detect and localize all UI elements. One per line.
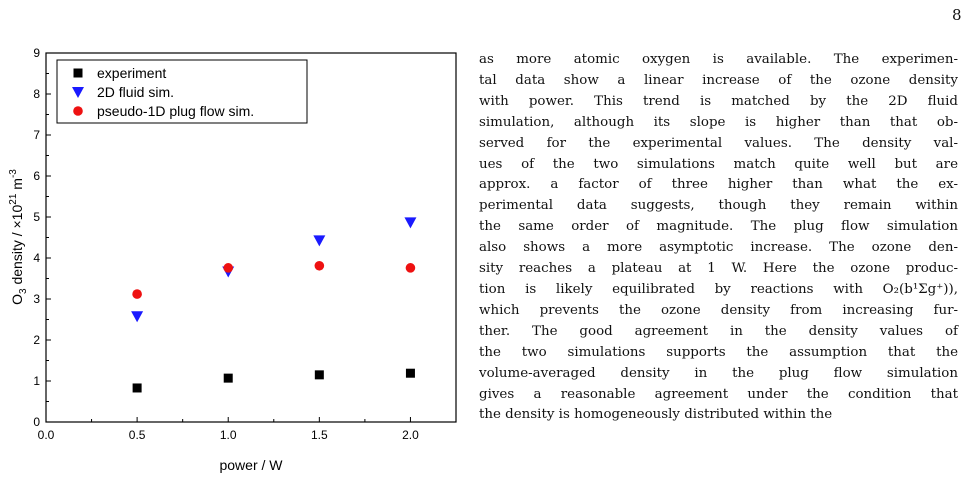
fluid-sim-point	[404, 217, 417, 229]
text-line: the two simulations supports the assumpt…	[479, 344, 958, 360]
y-label-unit: m	[9, 178, 25, 194]
legend-marker	[72, 87, 84, 98]
fluid-sim-point	[313, 235, 326, 247]
x-tick-label: 0.0	[38, 428, 55, 442]
text-line: the density is homogeneously distributed…	[479, 407, 833, 423]
y-tick-label: 2	[33, 333, 40, 347]
y-tick-label: 1	[33, 374, 40, 388]
legend: experiment 2D fluid sim. pseudo-1D plug fl…	[56, 59, 308, 124]
legend-box	[56, 59, 308, 124]
y-label-sup2: -3	[8, 169, 19, 178]
text-line: simulation, although its slope is higher…	[479, 114, 958, 130]
y-tick-label: 0	[33, 415, 40, 429]
text-line: volume-averaged density in the plug flow…	[479, 365, 958, 381]
text-line: sity reaches a plateau at 1 W. Here the …	[479, 261, 958, 277]
text-line: perimental data suggests, though they re…	[479, 198, 958, 214]
page-number: 8	[952, 6, 962, 24]
y-tick-label: 6	[33, 169, 40, 183]
fluid-sim-point	[131, 311, 144, 323]
text-line: tion is likely equilibrated by reactions…	[479, 281, 958, 297]
text-line: ues of the two simulations match quite w…	[479, 156, 958, 172]
y-tick-label: 8	[33, 87, 40, 101]
plug-flow-point	[223, 263, 234, 273]
y-label-mid: density / ×10	[9, 205, 25, 289]
axis-ticks: 0.0 0.5 1.0 1.5 2.0 0 1 2 3 4 5 6 7 8 9	[33, 46, 457, 442]
experiment-point	[132, 383, 142, 393]
x-tick-label: 2.0	[402, 428, 419, 442]
legend-entry: pseudo-1D plug flow sim.	[97, 103, 254, 119]
y-label-sub: 3	[18, 288, 29, 294]
data-marks	[131, 217, 417, 393]
legend-marker	[73, 106, 83, 116]
x-axis-label: power / W	[219, 457, 283, 473]
legend-entry: experiment	[97, 65, 166, 81]
plug-flow-point	[132, 289, 142, 299]
text-line: the same order of magnitude. The plug fl…	[479, 219, 958, 235]
legend-entry: 2D fluid sim.	[97, 84, 174, 100]
y-label-sup1: 21	[8, 193, 19, 205]
x-tick-label: 0.5	[129, 428, 146, 442]
plug-flow-point	[405, 263, 416, 273]
text-line: which prevents the ozone density from in…	[479, 302, 958, 318]
text-line: served for the experimental values. The …	[479, 135, 958, 151]
y-tick-label: 3	[33, 292, 40, 306]
x-tick-label: 1.0	[220, 428, 237, 442]
plug-flow-point	[314, 260, 325, 271]
y-axis-label: O3 density / ×1021 m-3	[8, 169, 29, 305]
text-line: tal data show a linear increase of the o…	[479, 72, 958, 88]
y-tick-label: 5	[33, 210, 40, 224]
legend-marker	[73, 68, 83, 78]
text-line: also shows a more asymptotic increase. T…	[479, 240, 958, 256]
y-label-prefix: O	[9, 294, 25, 305]
y-tick-label: 4	[33, 251, 40, 265]
scatter-chart: 0.0 0.5 1.0 1.5 2.0 0 1 2 3 4 5 6 7 8 9 experiment 2D f…	[8, 46, 457, 473]
y-tick-label: 7	[33, 128, 40, 142]
experiment-point	[405, 368, 415, 378]
text-line: with power. This trend is matched by the…	[479, 93, 958, 109]
experiment-point	[314, 370, 324, 380]
text-line: as more atomic oxygen is available. The …	[479, 52, 958, 67]
y-tick-label: 9	[33, 46, 40, 60]
text-line: ther. The good agreement in the density …	[479, 323, 958, 339]
experiment-point	[223, 373, 233, 383]
text-line: approx. a factor of three higher than wh…	[479, 177, 958, 193]
body-text: as more atomic oxygen is available. The …	[479, 50, 958, 426]
text-line: gives a reasonable agreement under the c…	[479, 386, 958, 402]
x-tick-label: 1.5	[311, 428, 328, 442]
